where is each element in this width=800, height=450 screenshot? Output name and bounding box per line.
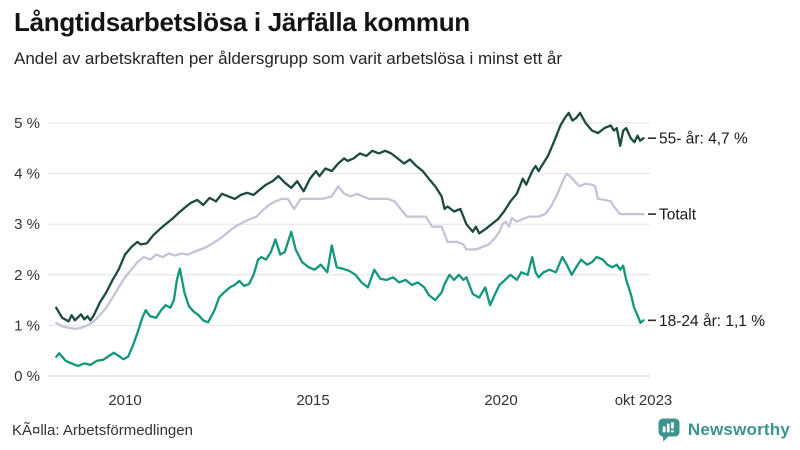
x-tick-label-okt-2023: okt 2023 (615, 392, 673, 409)
end-label-totalt: Totalt (659, 207, 697, 224)
end-label-55-r: 55- år: 4,7 % (659, 131, 748, 148)
series-line-55-r (55, 111, 645, 323)
x-tick-label-2020: 2020 (484, 392, 517, 409)
y-tick-label-1: 1 % (14, 317, 40, 334)
source-note: KÃ¤lla: Arbetsförmedlingen (12, 422, 193, 439)
y-tick-label-3: 3 % (14, 216, 40, 233)
series-line-totalt (55, 172, 645, 331)
end-label-18-24-r: 18-24 år: 1,1 % (659, 313, 765, 330)
newsworthy-wordmark: Newsworthy (687, 420, 790, 439)
page-subtitle: Andel av arbetskraften per åldersgrupp s… (14, 48, 563, 68)
y-tick-label-0: 0 % (14, 368, 40, 385)
chart-header: Långtidsarbetslösa i Järfälla kommun And… (14, 6, 790, 69)
series-line-18-24-r (55, 230, 645, 368)
y-tick-label-4: 4 % (14, 166, 40, 183)
newsworthy-brand: Newsworthy (658, 418, 790, 442)
y-tick-label-2: 2 % (14, 267, 40, 284)
x-tick-label-2010: 2010 (108, 392, 141, 409)
x-tick-label-2015: 2015 (296, 392, 329, 409)
page-title: Långtidsarbetslösa i Järfälla kommun (14, 7, 470, 37)
chart-footer: KÃ¤lla: Arbetsförmedlingen Newsworthy (0, 416, 800, 442)
y-tick-label-5: 5 % (14, 115, 40, 132)
newsworthy-icon (658, 418, 680, 442)
